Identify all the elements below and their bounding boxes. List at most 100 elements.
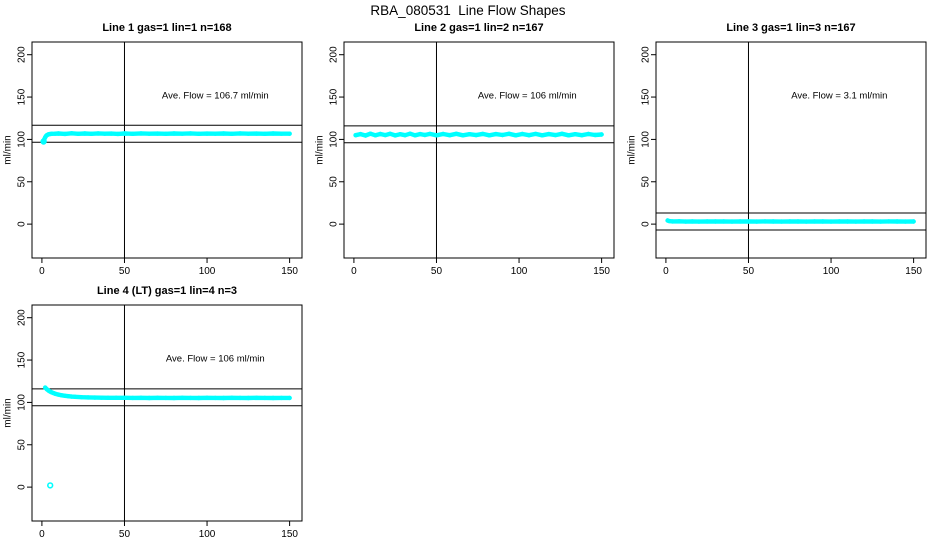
ave-flow-annotation: Ave. Flow = 106.7 ml/min [162,90,269,101]
flow-data-point [533,131,538,137]
flow-data-point [109,131,114,136]
flow-data-points [40,131,292,145]
flow-data-point [279,395,284,401]
flow-data-point [270,131,276,136]
flow-data-points [353,131,604,138]
y-axis: 0 50 100 150 200 ml/min [3,46,32,227]
flow-data-point [676,219,682,224]
y-axis-label: ml/min [3,398,14,427]
flow-data-point [262,395,267,401]
flow-data-point [402,133,408,138]
flow-outlier-point [46,482,54,489]
flow-data-point [705,219,710,224]
flow-data-point [870,219,875,224]
y-tick-label: 0 [17,484,28,490]
y-tick-label: 100 [17,131,28,148]
flow-data-point [99,395,104,400]
subplot-title: Line 1 gas=1 lin=1 n=168 [102,22,231,34]
y-tick-label: 200 [329,46,340,63]
flow-data-point [138,395,144,400]
y-tick-label: 150 [641,88,652,105]
y-tick-label: 200 [17,309,28,326]
flow-data-point [89,131,94,136]
flow-data-point [262,131,267,136]
flow-data-point [566,133,571,138]
flow-data-point [388,131,393,136]
flow-data-point [861,219,867,224]
flow-data-point [373,133,378,138]
flow-data-point [287,395,292,401]
flow-data-point [122,131,127,136]
flow-data-point [66,394,71,399]
flow-data-point [383,132,388,138]
flow-data-point [287,131,292,136]
flow-data-point [378,131,383,137]
flow-data-point [911,219,916,224]
flow-data-point [878,219,883,224]
flow-data-point [779,219,784,224]
subplot-line-2: Line 2 gas=1 lin=2 n=167 Ave. Flow = 106 … [312,14,624,276]
flow-data-point [237,131,243,136]
plot-frame [31,304,303,522]
flow-data-point [771,219,776,224]
ave-flow-annotation: Ave. Flow = 106 ml/min [166,353,265,364]
flow-data-point [204,395,210,400]
flow-data-point [493,131,499,137]
flow-outlier-point [40,138,47,145]
flow-data-point [163,395,168,401]
y-tick-label: 100 [641,131,652,148]
flow-data-point [407,131,413,136]
x-tick-label: 100 [199,529,216,539]
flow-data-point [894,219,900,224]
x-tick-label: 50 [119,529,131,539]
flow-data-point [487,133,492,138]
flow-data-point [115,131,121,137]
flow-data-point [92,395,98,400]
flow-data-point [546,131,551,137]
flow-data-point [447,133,452,138]
flow-data-point [95,131,101,136]
flow-data-point [787,219,792,224]
flow-data-point [155,131,160,136]
flow-data-point [196,131,201,136]
flow-data-point [853,219,858,224]
y-tick-label: 0 [641,221,652,227]
flow-data-point [213,131,218,136]
x-tick-label: 50 [119,266,131,276]
flow-data-point [204,131,210,136]
flow-data-point [82,131,88,136]
flow-data-point [105,395,111,400]
flow-data-point [59,393,64,398]
x-tick-label: 100 [199,266,216,276]
flow-data-point [513,133,518,138]
y-tick-label: 200 [17,46,28,63]
ave-flow-annotation: Ave. Flow = 106 ml/min [478,90,577,101]
flow-data-point [171,395,177,401]
flow-data-point [171,131,177,136]
y-tick-label: 50 [329,176,340,188]
flow-data-point [229,131,234,136]
ave-flow-annotation: Ave. Flow = 3.1 ml/min [791,90,887,101]
flow-data-point [246,131,251,136]
y-tick-label: 0 [329,221,340,227]
y-tick-label: 150 [329,88,340,105]
flow-data-point [397,132,403,137]
y-tick-label: 100 [329,131,340,148]
flow-data-point [358,131,363,137]
flow-data-point [480,131,485,137]
x-axis: 0 50 100 150 [39,258,298,276]
x-tick-label: 0 [39,266,45,276]
flow-data-point [500,132,505,138]
subplot-title: Line 3 gas=1 lin=3 n=167 [726,22,855,34]
flow-data-point [180,395,185,400]
flow-data-point [559,131,565,136]
x-tick-label: 0 [39,529,45,539]
flow-data-point [52,391,58,396]
flow-data-point [820,219,825,224]
flow-data-point [670,219,675,224]
x-axis: 0 50 100 150 [39,521,298,539]
flow-data-point [69,131,74,136]
subplot-title: Line 4 (LT) gas=1 lin=4 n=3 [97,285,237,297]
y-tick-label: 0 [17,221,28,227]
flow-data-point [427,131,433,137]
